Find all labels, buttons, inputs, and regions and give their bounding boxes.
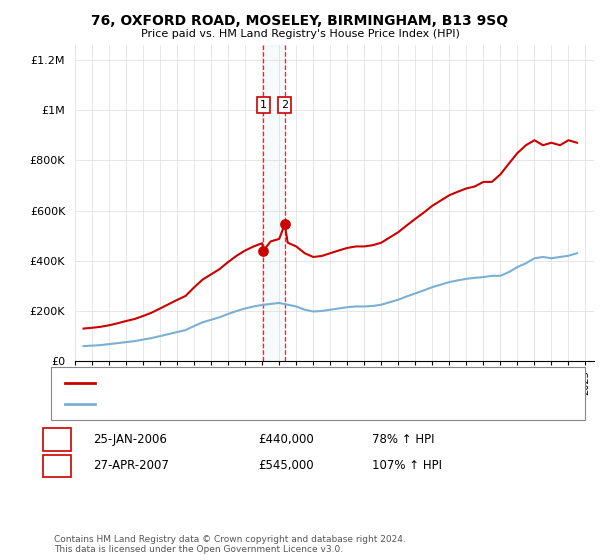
Text: 2: 2: [281, 100, 289, 110]
Text: HPI: Average price, detached house, Birmingham: HPI: Average price, detached house, Birm…: [101, 399, 358, 409]
Text: 78% ↑ HPI: 78% ↑ HPI: [372, 433, 434, 446]
Text: £545,000: £545,000: [258, 459, 314, 473]
Text: 76, OXFORD ROAD, MOSELEY, BIRMINGHAM, B13 9SQ (detached house): 76, OXFORD ROAD, MOSELEY, BIRMINGHAM, B1…: [101, 378, 476, 388]
Text: 107% ↑ HPI: 107% ↑ HPI: [372, 459, 442, 473]
Text: 25-JAN-2006: 25-JAN-2006: [93, 433, 167, 446]
Text: 1: 1: [260, 100, 267, 110]
Bar: [263, 45, 285, 361]
Point: [259, 246, 268, 255]
Text: 76, OXFORD ROAD, MOSELEY, BIRMINGHAM, B13 9SQ: 76, OXFORD ROAD, MOSELEY, BIRMINGHAM, B1…: [91, 14, 509, 28]
Text: 2: 2: [53, 459, 61, 473]
Text: £440,000: £440,000: [258, 433, 314, 446]
Text: 27-APR-2007: 27-APR-2007: [93, 459, 169, 473]
Text: Price paid vs. HM Land Registry's House Price Index (HPI): Price paid vs. HM Land Registry's House …: [140, 29, 460, 39]
Text: Contains HM Land Registry data © Crown copyright and database right 2024.
This d: Contains HM Land Registry data © Crown c…: [54, 535, 406, 554]
Text: 1: 1: [53, 433, 61, 446]
Point: [280, 220, 290, 229]
